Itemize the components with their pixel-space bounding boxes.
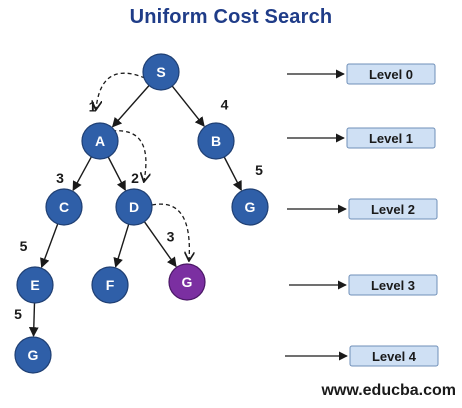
search-path-A-D	[111, 130, 146, 181]
edge-S-A	[111, 85, 150, 128]
level-label: Level 3	[371, 278, 415, 293]
edge-cost-label: 5	[255, 162, 263, 178]
edge-B-G1	[223, 156, 242, 191]
level-indicator-4: Level 4	[285, 345, 439, 367]
tree-node-s: S	[142, 53, 180, 91]
node-label: B	[211, 133, 221, 149]
node-circle	[45, 188, 83, 226]
edge-D-F	[113, 223, 130, 268]
search-path-S-A	[96, 72, 146, 109]
edge-cost-label: 3	[56, 170, 64, 186]
edge-cost-label: 5	[14, 306, 22, 322]
level-label: Level 0	[369, 67, 413, 82]
edge-cost-label: 3	[167, 229, 175, 245]
tree-node-g3: G	[14, 336, 52, 374]
level-label: Level 4	[372, 349, 417, 364]
level-box	[349, 345, 439, 367]
search-path-D-G2	[151, 203, 189, 260]
edge-D-G2	[143, 221, 177, 268]
edge-A-C	[72, 156, 92, 192]
node-circle	[14, 336, 52, 374]
level-box	[346, 127, 436, 149]
level-box	[346, 63, 436, 85]
tree-node-g1: G	[231, 188, 269, 226]
edge-cost-label: 5	[20, 238, 28, 254]
tree-node-a: A	[81, 122, 119, 160]
edge-cost-label: 1	[89, 99, 97, 115]
tree-node-b: B	[197, 122, 235, 160]
level-box	[348, 198, 438, 220]
level-label: Level 2	[371, 202, 415, 217]
node-label: A	[95, 133, 105, 149]
node-label: G	[245, 199, 256, 215]
node-circle	[115, 188, 153, 226]
tree-node-f: F	[91, 266, 129, 304]
node-label: C	[59, 199, 69, 215]
node-circle	[81, 122, 119, 160]
node-circle	[16, 266, 54, 304]
level-label: Level 1	[369, 131, 413, 146]
edge-E-G3	[28, 302, 39, 337]
edge-C-E	[40, 223, 59, 269]
tree-node-c: C	[45, 188, 83, 226]
edge-cost-label: 2	[131, 170, 139, 186]
node-label: S	[156, 64, 165, 80]
level-box	[348, 274, 438, 296]
level-indicator-0: Level 0	[287, 63, 436, 85]
node-circle	[142, 53, 180, 91]
node-label: G	[182, 274, 193, 290]
node-circle	[231, 188, 269, 226]
tree-node-d: D	[115, 188, 153, 226]
level-indicator-3: Level 3	[289, 274, 438, 296]
tree-node-e: E	[16, 266, 54, 304]
level-indicator-2: Level 2	[287, 198, 438, 220]
goal-node-circle	[168, 263, 206, 301]
node-label: E	[30, 277, 39, 293]
edge-S-B	[171, 85, 205, 127]
edge-A-D	[107, 156, 126, 191]
node-circle	[197, 122, 235, 160]
node-circle	[91, 266, 129, 304]
diagram-title: Uniform Cost Search	[129, 6, 333, 28]
edge-cost-label: 4	[221, 97, 229, 113]
level-indicator-1: Level 1	[287, 127, 436, 149]
node-label: G	[28, 347, 39, 363]
node-label: D	[129, 199, 139, 215]
footer-url: www.educba.com	[321, 382, 456, 399]
tree-node-g2: G	[168, 263, 206, 301]
node-label: F	[106, 277, 115, 293]
